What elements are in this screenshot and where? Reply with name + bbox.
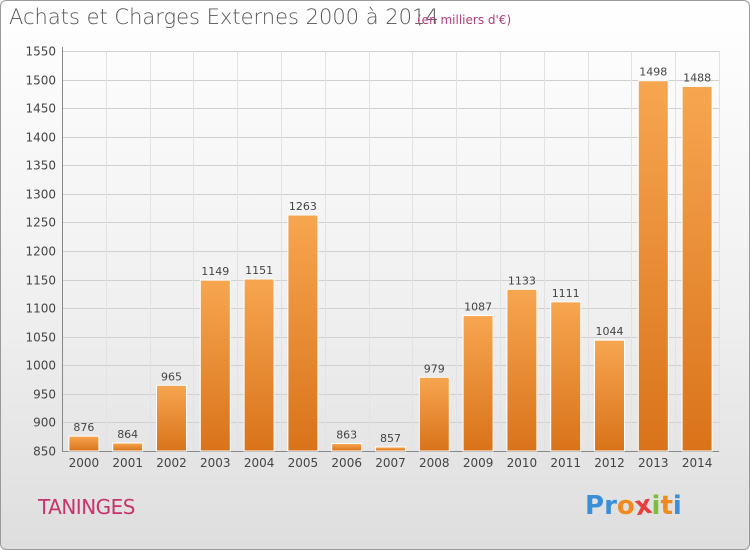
bar [594,339,625,452]
bar-value-label: 1498 [639,66,667,79]
bar-value-label: 1133 [508,274,536,287]
x-tick-label: 2002 [156,456,187,470]
x-tick-label: 2004 [244,456,275,470]
y-tick-label: 1250 [25,216,56,230]
y-tick-label: 1200 [25,245,56,259]
bar [375,446,406,452]
bar [243,278,275,452]
x-tick-label: 2000 [69,456,100,470]
y-tick-label: 850 [33,445,56,459]
x-tick-label: 2007 [375,456,406,470]
bar [462,315,494,452]
x-tick-label: 2008 [419,456,450,470]
logo-letter: r [604,491,617,521]
bar [156,384,187,452]
bar-value-label: 876 [73,421,94,434]
bar [506,288,538,452]
logo-letter: P [585,491,605,521]
bar [418,376,450,452]
y-tick-label: 1000 [25,359,56,373]
bar [637,80,669,452]
commune-name: TANINGES [38,495,136,519]
y-tick-label: 1150 [25,274,56,288]
proxiti-logo: Proxiti [585,490,682,522]
x-tick-label: 2003 [200,456,231,470]
y-tick-label: 1050 [25,331,56,345]
bar-value-label: 1044 [596,325,624,338]
bar-value-label: 979 [424,362,445,375]
bar-value-label: 1263 [289,200,317,213]
y-tick-label: 1100 [25,302,56,316]
chart-title: Achats et Charges Externes 2000 à 2014 [9,5,439,29]
y-tick-label: 950 [33,388,56,402]
logo-letter: i [651,491,661,521]
bar-value-label: 1149 [201,265,229,278]
x-tick-label: 2005 [288,456,319,470]
y-tick-label: 1300 [25,188,56,202]
bar [331,443,363,452]
x-tick-label: 2013 [638,456,669,470]
y-tick-label: 1350 [25,159,56,173]
bar-value-label: 1488 [683,71,711,84]
bar [199,279,231,452]
bar [550,301,582,452]
bar [287,214,319,452]
bar-value-label: 1087 [464,301,492,314]
bar-value-label: 857 [380,432,401,445]
bar [68,435,100,452]
bar [681,85,713,452]
x-tick-label: 2012 [594,456,625,470]
y-tick-label: 900 [33,416,56,430]
x-tick-label: 2010 [507,456,538,470]
y-tick-label: 1400 [25,131,56,145]
x-tick-label: 2011 [550,456,581,470]
bar-value-label: 863 [336,429,357,442]
x-tick-label: 2009 [463,456,494,470]
logo-letter: t [660,491,673,521]
bar-value-label: 965 [161,370,182,383]
bar-value-label: 1111 [552,287,580,300]
x-tick-label: 2001 [112,456,143,470]
bar [112,442,144,452]
logo-letter: o [616,491,635,521]
x-tick-label: 2014 [682,456,713,470]
bar-value-label: 1151 [245,264,273,277]
logo-letter: i [672,491,682,521]
chart-subtitle: (en milliers d'€) [417,13,512,27]
bar-value-label: 864 [117,428,138,441]
x-tick-label: 2006 [331,456,362,470]
y-tick-label: 1450 [25,102,56,116]
y-tick-label: 1500 [25,74,56,88]
y-tick-label: 1550 [25,45,56,59]
